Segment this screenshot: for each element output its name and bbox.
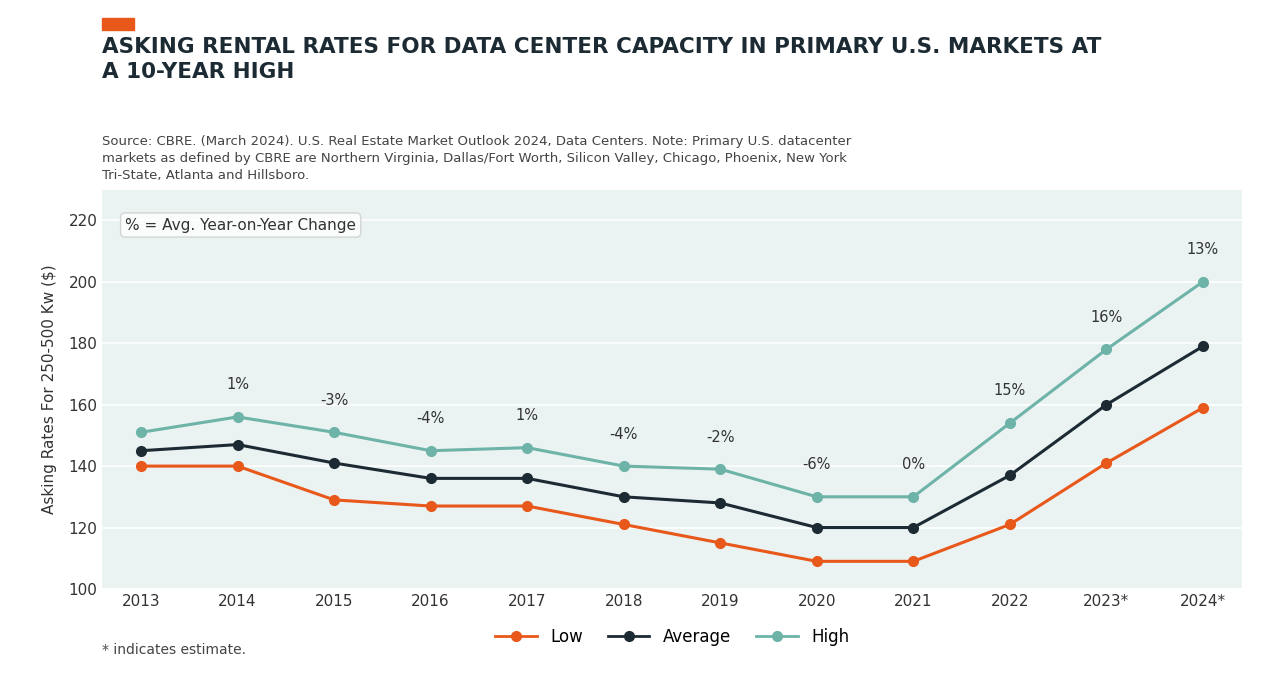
Text: 0%: 0% [902,457,925,473]
Low [326,496,342,504]
Low [1098,459,1114,467]
Text: 16%: 16% [1091,310,1123,325]
Average [1196,342,1211,350]
Low [809,557,824,565]
Average [809,523,824,531]
Text: -4%: -4% [609,427,637,441]
Low [616,521,631,529]
Text: -3%: -3% [320,393,348,408]
Average [422,475,438,483]
Average [713,499,728,507]
Low [133,462,148,470]
Low [1196,403,1211,412]
Text: 1%: 1% [227,377,250,393]
Low [713,539,728,547]
Text: 13%: 13% [1187,242,1219,257]
High [713,465,728,473]
High [326,429,342,437]
Text: % = Avg. Year-on-Year Change: % = Avg. Year-on-Year Change [125,217,356,232]
Text: 15%: 15% [993,383,1027,399]
Y-axis label: Asking Rates For 250-500 Kw ($): Asking Rates For 250-500 Kw ($) [42,265,58,514]
High [230,413,246,421]
Average [616,493,631,501]
High [1098,345,1114,353]
Text: -4%: -4% [416,411,445,426]
Low [422,502,438,510]
Legend: Low, Average, High: Low, Average, High [488,621,856,653]
High [616,462,631,470]
Average [326,459,342,467]
Text: Source: CBRE. (March 2024). U.S. Real Estate Market Outlook 2024, Data Centers. : Source: CBRE. (March 2024). U.S. Real Es… [102,135,851,182]
Average [1002,471,1018,479]
Line: High: High [136,277,1208,502]
Text: -2%: -2% [707,430,735,445]
Text: 1%: 1% [516,408,539,423]
Low [520,502,535,510]
High [1002,419,1018,427]
Text: ASKING RENTAL RATES FOR DATA CENTER CAPACITY IN PRIMARY U.S. MARKETS AT
A 10-YEA: ASKING RENTAL RATES FOR DATA CENTER CAPA… [102,37,1102,82]
Low [906,557,922,565]
Text: -6%: -6% [803,457,831,473]
High [520,443,535,452]
Average [133,447,148,455]
Average [906,523,922,531]
Average [230,441,246,449]
High [133,429,148,437]
High [422,447,438,455]
Text: * indicates estimate.: * indicates estimate. [102,642,246,657]
Low [1002,521,1018,529]
Low [230,462,246,470]
Line: Low: Low [136,403,1208,566]
High [809,493,824,501]
High [906,493,922,501]
Line: Average: Average [136,341,1208,532]
Average [1098,401,1114,409]
Average [520,475,535,483]
High [1196,278,1211,286]
